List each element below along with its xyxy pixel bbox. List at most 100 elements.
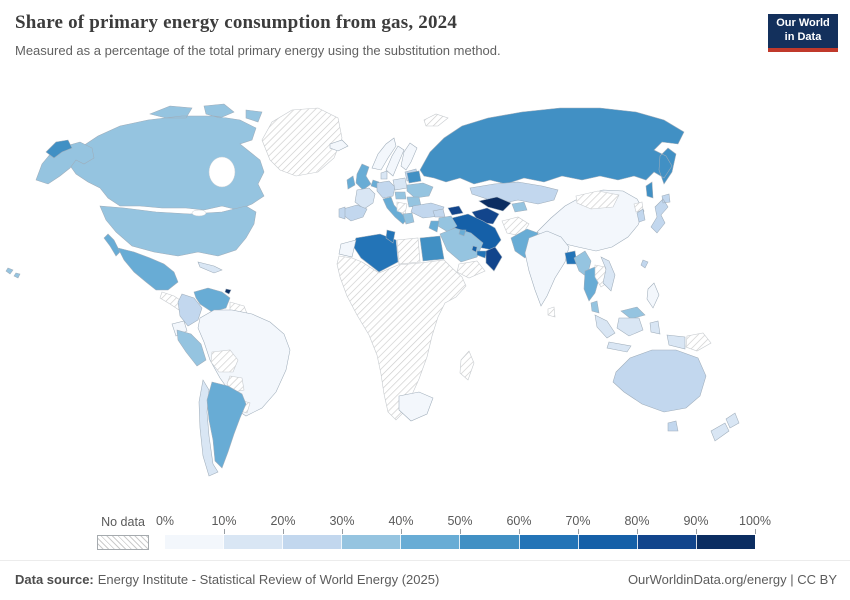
owid-logo: Our World in Data [768, 14, 838, 52]
legend-bucket-50%-60%[interactable] [459, 535, 519, 549]
country-taiwan[interactable] [640, 259, 649, 269]
region-israel-jordan[interactable] [428, 220, 440, 233]
country-iceland[interactable] [329, 139, 349, 152]
country-united-states[interactable] [5, 141, 257, 279]
country-vietnam[interactable] [600, 256, 616, 292]
country-trinidad-and-tobago[interactable] [224, 288, 232, 295]
owid-logo-line2: in Data [784, 31, 822, 43]
world-map [5, 103, 740, 477]
country-indonesia[interactable] [594, 314, 686, 353]
region-svalbard[interactable] [423, 113, 449, 127]
country-new-zealand[interactable] [710, 412, 740, 442]
legend-bucket-0%-10%[interactable] [165, 535, 224, 549]
legend-tick-mark [460, 529, 461, 534]
legend-tick-mark [401, 529, 402, 534]
country-uae[interactable] [476, 250, 488, 259]
legend-tick-mark [637, 529, 638, 534]
country-morocco[interactable] [338, 239, 357, 258]
country-mexico[interactable] [103, 233, 179, 291]
chart-footer: Data source: Energy Institute - Statistic… [0, 560, 850, 600]
country-ukraine[interactable] [406, 182, 434, 199]
country-south-korea[interactable] [636, 208, 646, 223]
country-greece[interactable] [402, 212, 415, 225]
country-japan[interactable] [650, 193, 671, 234]
country-united-kingdom[interactable] [355, 163, 372, 191]
region-hungary[interactable] [394, 191, 407, 200]
country-denmark[interactable] [380, 170, 388, 180]
footer-source-label: Data source: [15, 572, 94, 587]
country-france[interactable] [354, 187, 376, 210]
region-sub-saharan-africa[interactable] [336, 255, 467, 421]
legend-no-data-label: No data [101, 515, 145, 529]
country-azerbaijan[interactable] [447, 205, 464, 216]
footer-source: Data source: Energy Institute - Statistic… [15, 572, 439, 587]
country-russia-chukotka[interactable] [45, 139, 73, 159]
country-greenland[interactable] [261, 107, 343, 177]
country-germany[interactable] [376, 180, 396, 199]
country-papua-new-guinea[interactable] [685, 332, 712, 352]
country-yemen[interactable] [456, 260, 486, 279]
map-legend: No data 0% 10% 20% 30% 40% 50% 60% 70% 80% 90% 100… [0, 513, 850, 555]
country-cuba[interactable] [197, 261, 223, 274]
country-kyrgyzstan[interactable] [511, 201, 528, 213]
legend-tick-label: 40% [388, 514, 414, 528]
legend-bucket-80%-90%[interactable] [636, 535, 696, 549]
country-qatar[interactable] [471, 245, 478, 253]
page-subtitle: Measured as a percentage of the total pr… [15, 43, 501, 58]
country-spain[interactable] [342, 204, 368, 222]
legend-bucket-10%-20%[interactable] [223, 535, 283, 549]
country-malaysia[interactable] [590, 300, 646, 320]
country-poland[interactable] [392, 177, 408, 191]
country-tunisia[interactable] [385, 229, 396, 244]
country-venezuela[interactable] [193, 287, 231, 313]
country-portugal[interactable] [338, 206, 346, 220]
legend-tick-mark [696, 529, 697, 534]
legend-tick-mark [283, 529, 284, 534]
country-uzbekistan[interactable] [478, 196, 512, 212]
country-colombia[interactable] [177, 293, 203, 327]
legend-ticks: 0% 10% 20% 30% 40% 50% 60% 70% 80% 90% 100% [156, 513, 771, 543]
country-sweden[interactable] [385, 145, 405, 177]
legend-bucket-20%-30%[interactable] [282, 535, 342, 549]
legend-bucket-70%-80%[interactable] [577, 535, 637, 549]
country-bolivia[interactable] [210, 349, 239, 373]
footer-rights-link[interactable]: OurWorldinData.org/energy | CC BY [627, 572, 837, 587]
legend-bucket-60%-70%[interactable] [518, 535, 578, 549]
country-sri-lanka[interactable] [547, 306, 556, 318]
country-india[interactable] [524, 230, 570, 307]
country-australia[interactable] [612, 349, 707, 432]
country-libya[interactable] [396, 237, 421, 265]
country-philippines[interactable] [646, 282, 660, 309]
country-norway[interactable] [371, 137, 397, 171]
country-peru[interactable] [176, 329, 207, 367]
great-lakes [191, 209, 207, 217]
country-brazil[interactable] [197, 309, 291, 417]
country-mongolia[interactable] [575, 190, 620, 210]
country-argentina[interactable] [206, 381, 247, 469]
country-syria[interactable] [432, 208, 446, 218]
page-title: Share of primary energy consumption from… [15, 12, 458, 33]
country-belarus[interactable] [406, 170, 422, 184]
country-canada[interactable] [65, 103, 265, 211]
country-ireland[interactable] [346, 175, 356, 190]
country-south-africa[interactable] [398, 391, 434, 422]
legend-tick-label: 20% [270, 514, 296, 528]
owid-logo-line1: Our World [776, 17, 830, 30]
country-russia[interactable] [419, 107, 685, 199]
legend-tick-label: 60% [506, 514, 532, 528]
country-finland[interactable] [400, 142, 418, 171]
country-saudi-arabia[interactable] [439, 227, 484, 263]
legend-bucket-30%-40%[interactable] [341, 535, 401, 549]
legend-tick-mark [224, 529, 225, 534]
country-madagascar[interactable] [459, 350, 475, 381]
country-kuwait[interactable] [458, 229, 467, 237]
country-oman[interactable] [485, 246, 503, 272]
legend-bucket-90%-100%[interactable] [695, 535, 755, 549]
legend-colorbar [165, 535, 755, 549]
legend-no-data-swatch[interactable] [97, 535, 149, 550]
country-egypt[interactable] [419, 235, 445, 262]
legend-bucket-40%-50%[interactable] [400, 535, 460, 549]
legend-tick-label: 70% [565, 514, 591, 528]
legend-tick-label: 30% [329, 514, 355, 528]
